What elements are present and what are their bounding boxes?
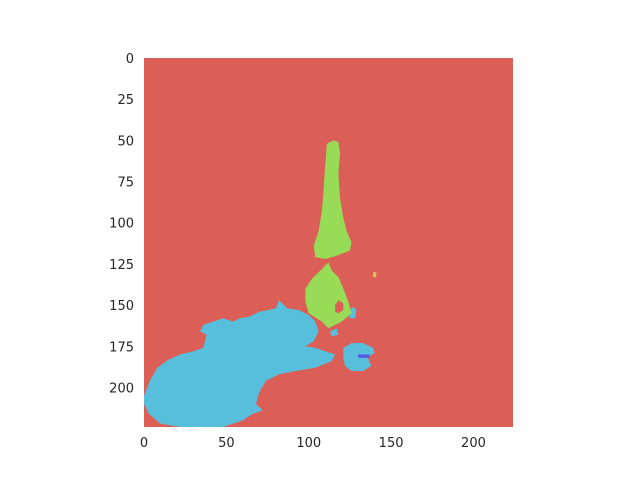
- x-tick-label: 50: [218, 436, 235, 451]
- heatmap-region-4: [313, 140, 352, 259]
- heatmap-region-8: [373, 272, 377, 278]
- y-tick-label: 150: [109, 299, 134, 314]
- y-tick-label: 175: [109, 340, 134, 355]
- y-tick-label: 25: [117, 93, 134, 108]
- x-tick-label: 200: [461, 436, 486, 451]
- x-tick-label: 150: [379, 436, 404, 451]
- heatmap-region-0: [144, 300, 336, 427]
- y-axis: 0 25 50 75 100 125 150 175 200: [109, 52, 134, 396]
- x-tick-label: 100: [296, 436, 321, 451]
- heatmap-region-7: [358, 354, 370, 358]
- heatmap-region-6: [335, 300, 344, 314]
- y-tick-label: 75: [117, 176, 134, 191]
- heatmap-regions: [144, 140, 377, 427]
- x-tick-label: 0: [140, 436, 148, 451]
- y-tick-label: 200: [109, 381, 134, 396]
- heatmap-region-2: [330, 328, 339, 337]
- y-tick-label: 50: [117, 134, 134, 149]
- y-tick-label: 0: [126, 52, 134, 67]
- heatmap-region-3: [348, 306, 357, 319]
- x-axis: 0 50 100 150 200: [140, 436, 486, 451]
- y-tick-label: 125: [109, 258, 134, 273]
- heatmap-plot-area: [144, 58, 513, 427]
- y-tick-label: 100: [109, 217, 134, 232]
